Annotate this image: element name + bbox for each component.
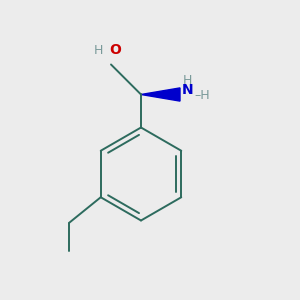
Text: O: O [110,43,122,57]
Polygon shape [141,88,180,101]
Text: –H: –H [195,89,210,103]
Text: H: H [183,74,192,87]
Text: H: H [94,44,104,57]
Text: N: N [182,83,193,97]
